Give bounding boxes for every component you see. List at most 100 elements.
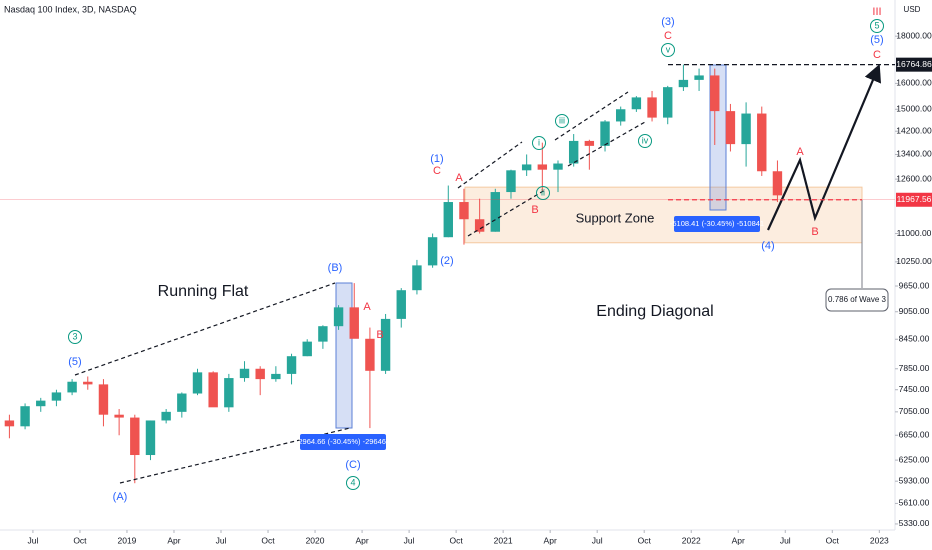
measure-label: -5108.41 (-30.45%) -510841 — [670, 219, 764, 228]
y-tick-label: 18000.00 — [896, 30, 932, 40]
y-tick-label: 11000.00 — [897, 228, 932, 238]
annotation: (C) — [345, 459, 360, 471]
price-label: 11967.56 — [897, 194, 932, 204]
candle-body — [600, 121, 610, 146]
wave-circle — [536, 186, 550, 200]
y-tick-label: 6250.00 — [899, 454, 930, 464]
candle-body — [161, 411, 171, 421]
annotation: B — [811, 226, 818, 238]
annotation: (B) — [328, 262, 343, 274]
annotation: B — [531, 204, 538, 216]
candle-body — [521, 164, 532, 171]
candle-body — [114, 414, 124, 418]
y-tick-label: 7050.00 — [899, 406, 930, 416]
callout-box — [825, 288, 889, 312]
candle-body — [67, 381, 77, 393]
candle-body — [647, 97, 657, 118]
candle-body — [286, 356, 297, 374]
y-tick-label: 16000.00 — [896, 78, 932, 88]
annotation: III — [872, 6, 881, 18]
candle-body — [20, 406, 30, 427]
candle-body — [145, 420, 156, 456]
annotation: C — [664, 30, 672, 42]
candle-body — [459, 202, 469, 220]
y-tick-label: 7850.00 — [899, 363, 930, 373]
candle-body — [568, 140, 579, 164]
x-tick-label: Oct — [73, 535, 87, 545]
x-tick-label: Oct — [638, 535, 652, 545]
candle-body — [177, 393, 187, 412]
candle-body — [271, 373, 281, 380]
candle-body — [678, 79, 689, 88]
x-tick-label: Oct — [826, 535, 840, 545]
candle-body — [710, 75, 720, 112]
annotation: 4 — [350, 477, 355, 487]
candle-body — [584, 140, 595, 146]
annotation: Ending Diagonal — [596, 303, 713, 320]
trend-line — [567, 121, 646, 167]
x-tick-label: 2023 — [870, 535, 889, 545]
candle-body — [772, 171, 783, 196]
price-label-bg — [896, 192, 932, 207]
x-tick-label: Apr — [167, 535, 180, 545]
annotation: C — [873, 49, 881, 61]
y-tick-label: 12600.00 — [896, 173, 932, 183]
candle-body — [615, 109, 626, 122]
annotation: 5 — [874, 20, 879, 30]
y-tick-label: 9050.00 — [899, 306, 930, 316]
y-tick-label: 7450.00 — [899, 384, 930, 394]
x-tick-label: Apr — [732, 535, 745, 545]
candle-body — [537, 164, 548, 170]
x-tick-label: Jul — [216, 535, 227, 545]
candle-body — [412, 265, 422, 291]
x-tick-label: Apr — [544, 535, 557, 545]
candle-body — [302, 341, 312, 357]
y-tick-label: 13400.00 — [896, 149, 932, 159]
candle-body — [36, 400, 46, 407]
y-tick-label: 14200.00 — [896, 125, 932, 135]
trend-line — [457, 141, 523, 189]
wave-circle — [555, 114, 569, 128]
candle-body — [130, 417, 140, 456]
annotation: (1) — [430, 153, 443, 165]
annotation: B — [376, 329, 383, 341]
annotation: A — [455, 172, 463, 184]
annotation: v — [666, 44, 671, 54]
candle-body — [631, 97, 642, 110]
candle-body — [741, 113, 751, 145]
annotation: C — [433, 165, 441, 177]
y-tick-label: 5330.00 — [899, 518, 930, 528]
candle-body — [694, 75, 704, 80]
x-tick-label: 2022 — [682, 535, 701, 545]
projection — [766, 63, 882, 231]
wave-circle — [68, 330, 82, 344]
candle-body — [725, 111, 736, 145]
candle-body — [427, 237, 438, 266]
candle-body — [443, 202, 453, 238]
annotation: (3) — [661, 16, 674, 28]
price-label: 16764.86 — [896, 59, 932, 69]
callout: 0.786 of Wave 3 — [828, 295, 887, 304]
candle-body — [349, 307, 359, 339]
trend-line — [74, 282, 336, 376]
x-tick-label: Jul — [780, 535, 791, 545]
candle-body — [83, 381, 93, 385]
annotation: (5) — [870, 34, 883, 46]
currency: USD — [904, 5, 921, 14]
wave-circle — [870, 19, 884, 33]
chart-title: Nasdaq 100 Index, 3D, NASDAQ — [4, 4, 137, 14]
annotation: (A) — [113, 491, 128, 503]
candle-body — [224, 378, 234, 408]
wave-circle — [532, 136, 546, 150]
trend-line — [467, 189, 546, 237]
candle-body — [98, 384, 109, 415]
annotation: A — [363, 301, 371, 313]
y-tick-label: 10250.00 — [896, 256, 932, 266]
measure-label: -2964.66 (-30.45%) -296466 — [296, 437, 390, 446]
candle-body — [757, 113, 767, 172]
annotation: iv — [642, 135, 649, 145]
measure-label-bg — [674, 216, 760, 232]
candle-body — [208, 372, 218, 408]
